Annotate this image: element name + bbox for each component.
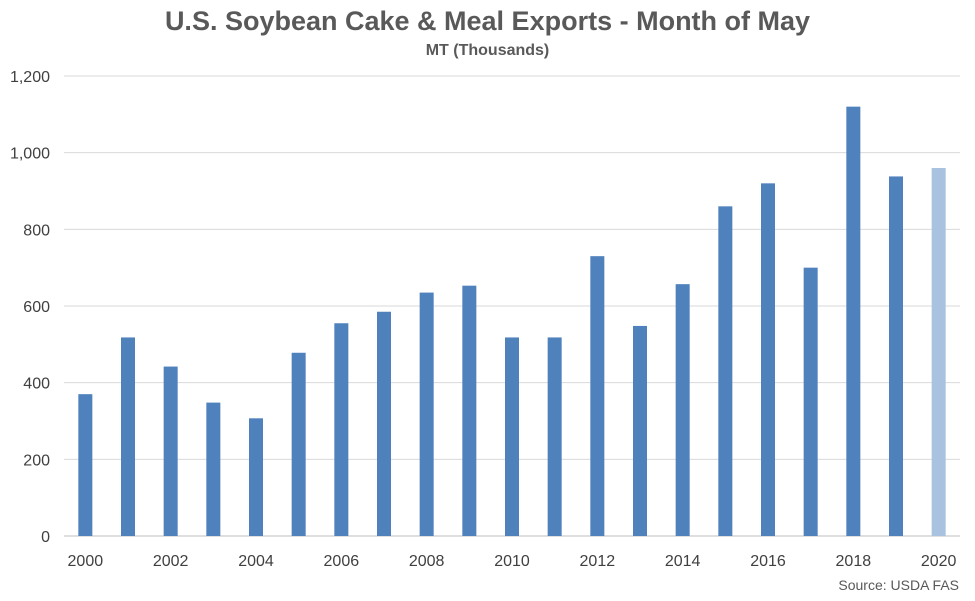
y-tick-label: 800 xyxy=(23,222,50,239)
bar-2008 xyxy=(419,292,434,536)
bar-2019 xyxy=(889,176,903,536)
x-tick-label: 2020 xyxy=(921,553,957,570)
bar-2005 xyxy=(291,352,306,536)
chart-subtitle: MT (Thousands) xyxy=(425,42,550,59)
bar-2018 xyxy=(846,106,861,537)
bar-2014 xyxy=(675,284,690,536)
bar-2013 xyxy=(633,325,647,536)
bar-2020 xyxy=(931,168,946,536)
bar-2009 xyxy=(462,285,477,536)
x-tick-label: 2018 xyxy=(836,553,872,570)
x-tick-label: 2008 xyxy=(409,553,445,570)
bar-2011 xyxy=(547,337,562,536)
x-tick-label: 2002 xyxy=(153,553,189,570)
x-tick-label: 2014 xyxy=(665,553,701,570)
bar-2010 xyxy=(505,337,519,536)
bar-2007 xyxy=(377,311,391,536)
x-tick-label: 2006 xyxy=(324,553,360,570)
bar-2015 xyxy=(718,206,733,537)
x-tick-label: 2016 xyxy=(750,553,786,570)
y-tick-label: 600 xyxy=(23,299,50,316)
chart-title: U.S. Soybean Cake & Meal Exports - Month… xyxy=(164,6,811,36)
bar-2006 xyxy=(334,323,349,536)
bar-2017 xyxy=(803,267,818,536)
y-tick-label: 0 xyxy=(41,529,50,546)
x-tick-label: 2000 xyxy=(68,553,104,570)
source-note: Source: USDA FAS xyxy=(838,577,959,593)
y-tick-label: 200 xyxy=(23,452,50,469)
bar-2000 xyxy=(78,394,93,536)
bar-2016 xyxy=(761,183,775,537)
x-tick-label: 2012 xyxy=(580,553,616,570)
y-tick-label: 400 xyxy=(23,376,50,393)
y-tick-label: 1,000 xyxy=(10,146,50,163)
bar-2002 xyxy=(163,366,178,536)
x-tick-label: 2004 xyxy=(238,553,274,570)
bar-2004 xyxy=(249,418,263,536)
y-tick-label: 1,200 xyxy=(10,69,50,86)
bar-2001 xyxy=(121,337,135,536)
bar-2012 xyxy=(590,256,605,536)
x-tick-label: 2010 xyxy=(494,553,530,570)
bar-2003 xyxy=(206,402,221,536)
